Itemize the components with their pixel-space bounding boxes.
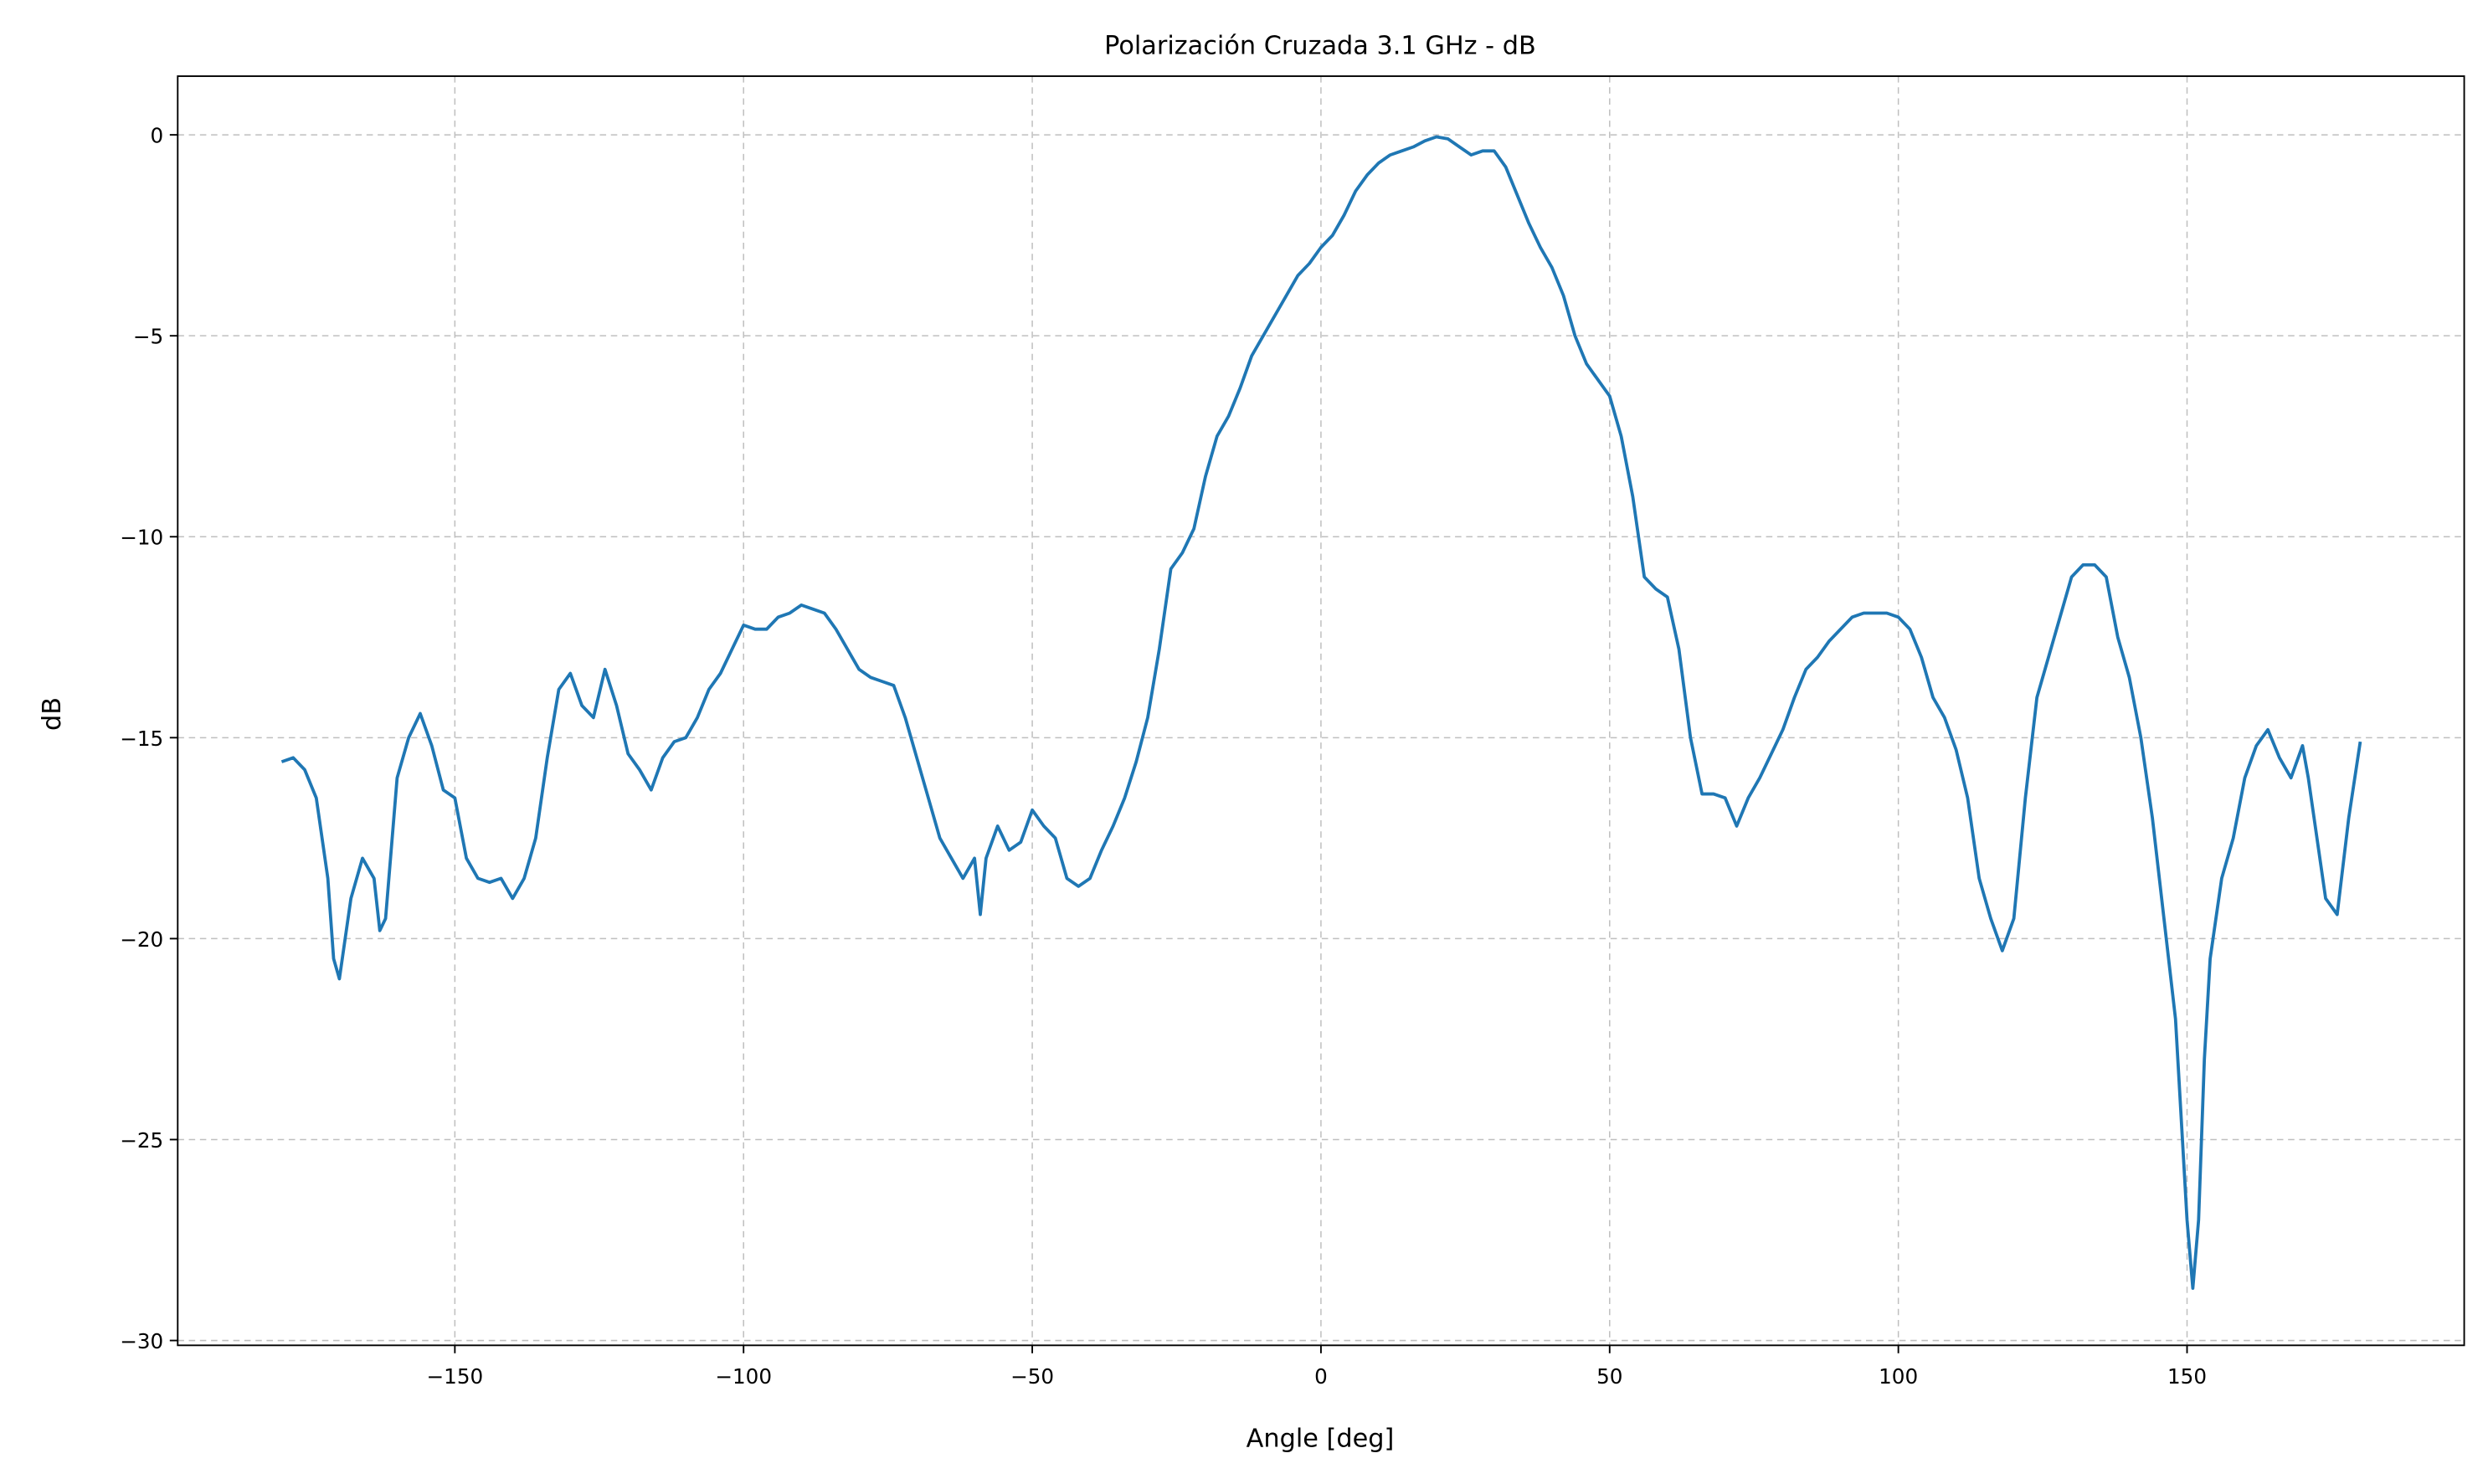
plot-frame	[177, 75, 2465, 1347]
x-tick-label: 0	[1314, 1364, 1328, 1389]
x-tick-label: −100	[715, 1364, 772, 1389]
y-tick-label: −30	[120, 1329, 163, 1353]
y-tick-label: −10	[120, 526, 163, 550]
y-tick-label: −15	[120, 727, 163, 751]
chart-title: Polarización Cruzada 3.1 GHz - dB	[1104, 31, 1536, 60]
y-axis-label: dB	[38, 697, 67, 731]
x-tick-label: 50	[1596, 1364, 1622, 1389]
x-tick-label: −150	[427, 1364, 484, 1389]
x-tick-label: 100	[1879, 1364, 1918, 1389]
data-line	[280, 135, 2362, 1291]
y-tick-label: 0	[151, 124, 164, 148]
x-tick-label: 150	[2167, 1364, 2207, 1389]
y-tick-label: −5	[133, 325, 163, 349]
x-axis-label: Angle [deg]	[1247, 1425, 1395, 1454]
y-tick-label: −25	[120, 1128, 163, 1153]
y-tick-label: −20	[120, 927, 163, 952]
x-tick-label: −50	[1010, 1364, 1054, 1389]
